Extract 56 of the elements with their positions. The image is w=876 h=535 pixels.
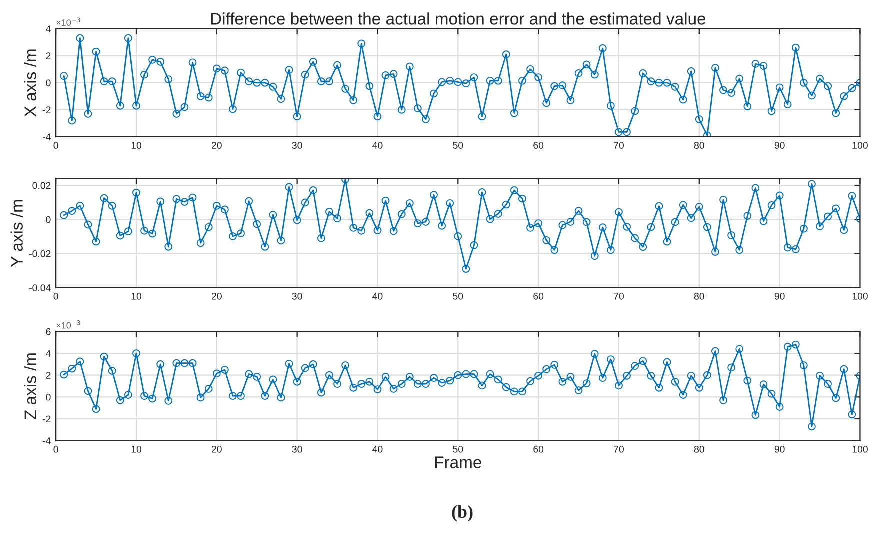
y-tick-label: -2 <box>42 106 51 114</box>
y-tick-label: -0.02 <box>29 250 51 258</box>
x-tick-label: 40 <box>372 446 383 453</box>
text: ×10$^{−3}$ <box>56 18 80 26</box>
y-tick-label: -2 <box>42 416 51 423</box>
text: (b) <box>452 505 473 522</box>
x-tick-label: 80 <box>694 142 704 149</box>
y-tick-label: 2 <box>46 372 51 379</box>
x-tick-label: 70 <box>614 292 624 300</box>
y-tick-label: 0.02 <box>32 182 51 190</box>
x-tick-label: 100 <box>852 292 868 300</box>
x-tick-label: 70 <box>614 446 624 453</box>
x-tick-label: 20 <box>212 142 222 149</box>
x-tick-label: 90 <box>774 446 785 453</box>
y-tick-label: 2 <box>46 52 51 60</box>
x-tick-label: 30 <box>292 446 302 453</box>
x-tick-label: 60 <box>534 446 544 453</box>
x-tick-label: 90 <box>774 142 785 149</box>
y-tick-label: -0.04 <box>29 284 51 292</box>
text: ×10$^{−3}$ <box>56 320 80 329</box>
y-tick-label: 0 <box>46 80 51 87</box>
x-tick-label: 100 <box>852 142 868 149</box>
y-tick-label: -4 <box>42 134 51 140</box>
x-tick-label: 100 <box>852 446 868 453</box>
x-tick-label: 50 <box>453 446 464 453</box>
x-tick-label: 0 <box>54 292 58 300</box>
x-tick-label: 0 <box>54 142 58 149</box>
x-tick-label: 10 <box>132 142 142 149</box>
x-tick-label: 20 <box>212 446 222 453</box>
x-tick-label: 60 <box>534 142 544 149</box>
y-tick-label: 6 <box>46 328 51 336</box>
x-tick-label: 50 <box>453 292 464 300</box>
x-tick-label: 10 <box>132 292 142 300</box>
y-tick-label: -4 <box>42 438 51 444</box>
x-tick-label: 30 <box>292 292 302 300</box>
x-tick-label: 60 <box>534 292 544 300</box>
x-tick-label: 50 <box>453 142 464 149</box>
x-tick-label: 80 <box>694 292 704 300</box>
x-tick-label: 90 <box>774 292 785 300</box>
x-tick-label: 70 <box>614 142 624 149</box>
y-axis-title: Z axis /m <box>24 354 36 420</box>
x-tick-label: 0 <box>54 446 58 453</box>
y-tick-label: 0 <box>46 394 51 401</box>
x-tick-label: 40 <box>372 142 383 149</box>
y-tick-label: 4 <box>46 26 51 32</box>
x-tick-label: 40 <box>372 292 383 300</box>
x-tick-label: 30 <box>292 142 302 149</box>
y-axis-title: X axis /m <box>24 50 36 117</box>
chart-title: Difference between the actual motion error and the estimated value <box>211 12 706 25</box>
y-tick-label: 4 <box>46 350 51 358</box>
x-tick-label: 10 <box>132 446 142 453</box>
y-tick-label: 0 <box>46 216 51 224</box>
y-axis-title: Y axis /m <box>10 200 23 268</box>
x-tick-label: 20 <box>212 292 222 300</box>
x-tick-label: 80 <box>694 446 704 453</box>
x-axis-title: Frame <box>435 456 482 468</box>
